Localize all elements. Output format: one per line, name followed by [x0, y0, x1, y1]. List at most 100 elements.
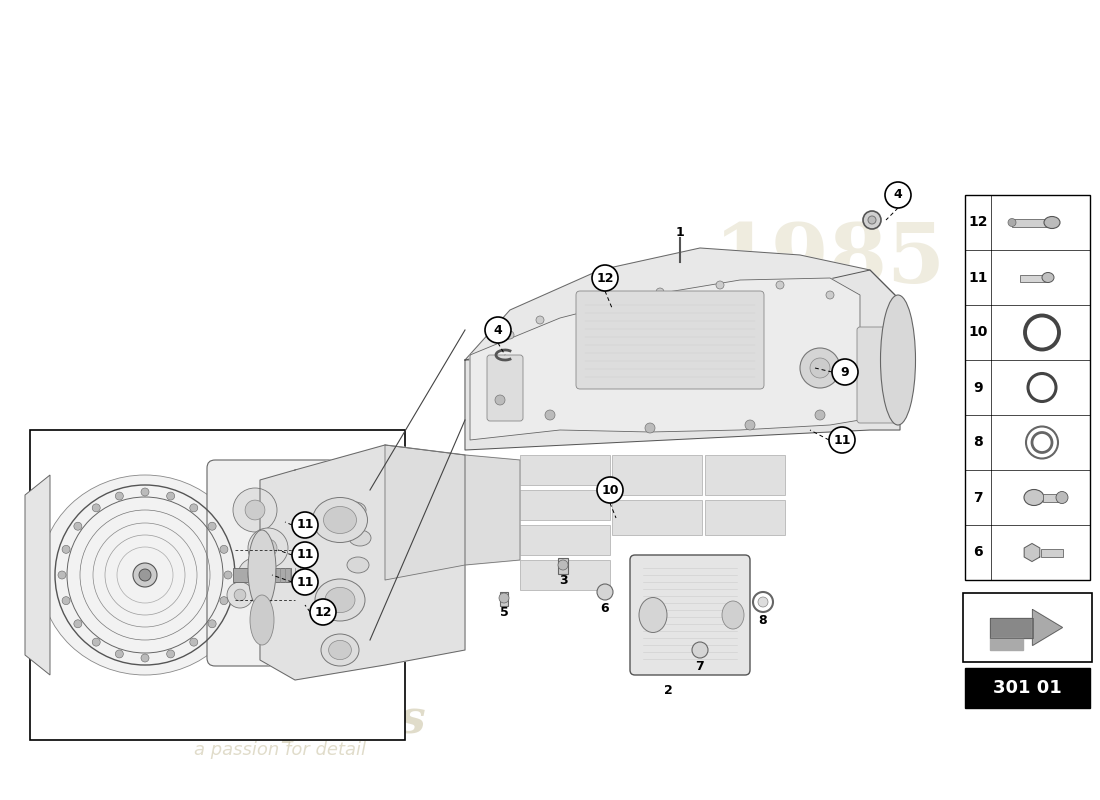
Text: 1985: 1985 [714, 220, 946, 300]
Circle shape [745, 420, 755, 430]
Text: 1: 1 [675, 226, 684, 238]
Text: 11: 11 [834, 434, 850, 446]
Ellipse shape [349, 530, 371, 546]
Text: 12: 12 [968, 215, 988, 230]
Circle shape [597, 477, 623, 503]
Ellipse shape [1024, 490, 1044, 506]
Circle shape [74, 620, 81, 628]
Circle shape [233, 488, 277, 532]
Circle shape [227, 582, 253, 608]
Ellipse shape [315, 579, 365, 621]
Text: a passion for detail: a passion for detail [194, 741, 366, 759]
Circle shape [220, 597, 228, 605]
Text: 8: 8 [759, 614, 768, 626]
Bar [965, 195, 1090, 580]
Circle shape [141, 654, 149, 662]
Bar [30, 430, 405, 740]
Circle shape [656, 288, 664, 296]
Circle shape [208, 522, 216, 530]
Ellipse shape [722, 601, 744, 629]
Circle shape [58, 571, 66, 579]
Bar [520, 525, 610, 555]
Circle shape [116, 650, 123, 658]
Ellipse shape [250, 595, 274, 645]
FancyBboxPatch shape [207, 460, 358, 666]
Circle shape [886, 182, 911, 208]
Bar [520, 490, 610, 520]
Text: 11: 11 [296, 549, 314, 562]
Ellipse shape [324, 587, 355, 613]
Text: 8: 8 [974, 435, 983, 450]
FancyBboxPatch shape [576, 291, 764, 389]
Ellipse shape [639, 598, 667, 633]
Circle shape [499, 593, 509, 603]
Text: 11: 11 [296, 575, 314, 589]
Circle shape [592, 265, 618, 291]
Polygon shape [385, 445, 520, 580]
Circle shape [645, 423, 654, 433]
Circle shape [116, 492, 123, 500]
Circle shape [776, 281, 784, 289]
Circle shape [800, 348, 840, 388]
Circle shape [1056, 491, 1068, 503]
Text: 301 01: 301 01 [993, 679, 1062, 697]
Text: 7: 7 [695, 659, 704, 673]
Circle shape [868, 216, 876, 224]
Circle shape [544, 410, 556, 420]
Polygon shape [470, 278, 860, 440]
Bar [500, 592, 508, 606]
FancyBboxPatch shape [630, 555, 750, 675]
Bar [520, 455, 610, 485]
Circle shape [826, 291, 834, 299]
Text: 12: 12 [315, 606, 332, 618]
Ellipse shape [880, 295, 915, 425]
Circle shape [208, 620, 216, 628]
FancyBboxPatch shape [857, 327, 898, 423]
Polygon shape [990, 638, 1023, 650]
Text: 9: 9 [974, 381, 982, 394]
Circle shape [597, 584, 613, 600]
Circle shape [829, 427, 855, 453]
Circle shape [310, 599, 336, 625]
Circle shape [292, 512, 318, 538]
Circle shape [495, 395, 505, 405]
Circle shape [190, 504, 198, 512]
Circle shape [692, 642, 708, 658]
Bar [1043, 494, 1063, 502]
Circle shape [596, 301, 604, 309]
Circle shape [141, 488, 149, 496]
Ellipse shape [323, 506, 356, 534]
Ellipse shape [329, 640, 351, 659]
Ellipse shape [344, 502, 366, 518]
Ellipse shape [321, 634, 359, 666]
Bar [1020, 274, 1048, 282]
Circle shape [485, 317, 512, 343]
Circle shape [224, 571, 232, 579]
Ellipse shape [248, 530, 276, 610]
Polygon shape [260, 445, 465, 680]
Polygon shape [1033, 610, 1063, 646]
Circle shape [292, 569, 318, 595]
Polygon shape [25, 475, 50, 675]
Circle shape [258, 539, 277, 557]
Circle shape [92, 504, 100, 512]
Text: 5: 5 [499, 606, 508, 618]
Bar [705, 455, 785, 495]
Bar [558, 558, 568, 574]
Ellipse shape [1042, 273, 1054, 282]
Circle shape [190, 638, 198, 646]
Circle shape [864, 211, 881, 229]
Circle shape [220, 546, 228, 554]
Bar [705, 500, 785, 535]
Circle shape [716, 281, 724, 289]
Circle shape [238, 558, 272, 592]
Text: 4: 4 [494, 323, 503, 337]
Polygon shape [990, 618, 1033, 638]
Text: eurospares: eurospares [133, 697, 427, 743]
Bar [1041, 549, 1063, 557]
Circle shape [832, 359, 858, 385]
Circle shape [133, 563, 157, 587]
Circle shape [758, 597, 768, 607]
Circle shape [62, 546, 70, 554]
Bar [233, 568, 292, 582]
